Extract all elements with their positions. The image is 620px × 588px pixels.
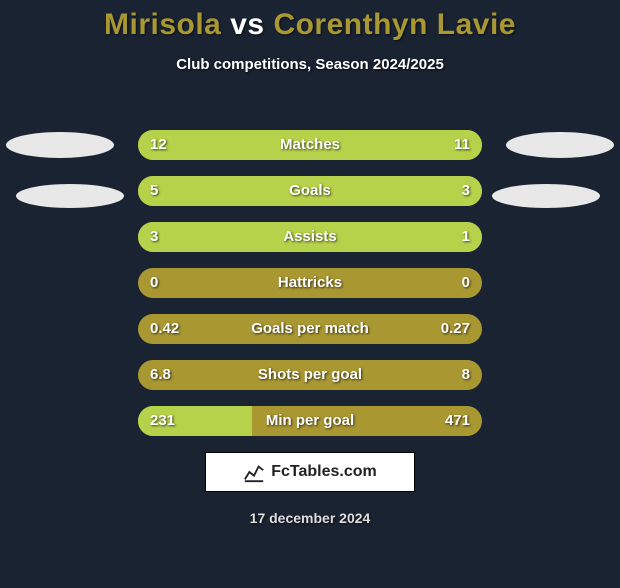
stat-label: Assists bbox=[138, 222, 482, 252]
stat-row: 0Hattricks0 bbox=[138, 268, 482, 298]
stat-row: 5Goals3 bbox=[138, 176, 482, 206]
stat-label: Shots per goal bbox=[138, 360, 482, 390]
stat-label: Min per goal bbox=[138, 406, 482, 436]
player2-name: Corenthyn Lavie bbox=[273, 8, 516, 41]
stat-row: 231Min per goal471 bbox=[138, 406, 482, 436]
stat-row: 3Assists1 bbox=[138, 222, 482, 252]
stat-value-right: 1 bbox=[462, 222, 470, 252]
stat-value-right: 11 bbox=[454, 130, 470, 160]
stat-row: 12Matches11 bbox=[138, 130, 482, 160]
stat-label: Goals bbox=[138, 176, 482, 206]
player2-photo-placeholder-bottom bbox=[492, 184, 600, 208]
stat-value-right: 471 bbox=[445, 406, 470, 436]
stat-rows: 12Matches115Goals33Assists10Hattricks00.… bbox=[138, 130, 482, 452]
stat-label: Hattricks bbox=[138, 268, 482, 298]
stat-value-right: 0 bbox=[462, 268, 470, 298]
player1-photo-placeholder-bottom bbox=[16, 184, 124, 208]
date-text: 17 december 2024 bbox=[0, 510, 620, 526]
stat-label: Goals per match bbox=[138, 314, 482, 344]
brand-text: FcTables.com bbox=[271, 463, 377, 481]
stat-label: Matches bbox=[138, 130, 482, 160]
player1-photo-placeholder-top bbox=[6, 132, 114, 158]
player2-photo-placeholder-top bbox=[506, 132, 614, 158]
brand-badge: FcTables.com bbox=[205, 452, 415, 492]
stat-value-right: 8 bbox=[462, 360, 470, 390]
stat-row: 6.8Shots per goal8 bbox=[138, 360, 482, 390]
player1-name: Mirisola bbox=[104, 8, 221, 41]
subtitle: Club competitions, Season 2024/2025 bbox=[0, 56, 620, 73]
vs-text: vs bbox=[230, 8, 264, 41]
comparison-title: Mirisola vs Corenthyn Lavie bbox=[0, 8, 620, 42]
stat-value-right: 3 bbox=[462, 176, 470, 206]
chart-icon bbox=[243, 461, 265, 483]
stat-value-right: 0.27 bbox=[441, 314, 470, 344]
stat-row: 0.42Goals per match0.27 bbox=[138, 314, 482, 344]
